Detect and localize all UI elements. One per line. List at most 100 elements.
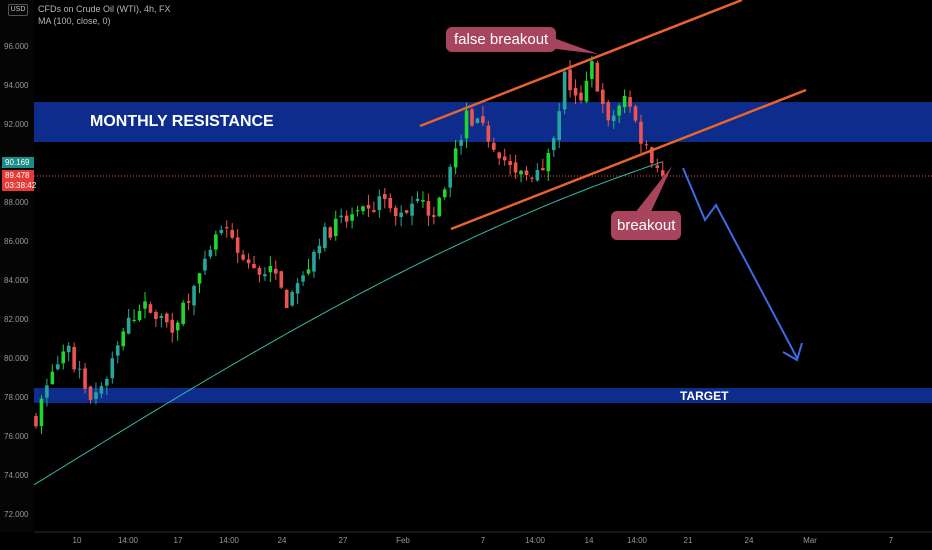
candle-body (655, 165, 660, 168)
price-tick: 94.000 (4, 81, 29, 90)
candle-body (377, 196, 382, 211)
time-tick: 14:00 (626, 536, 648, 545)
target-zone (34, 388, 932, 403)
candle-body (432, 215, 436, 217)
candle-body (437, 197, 442, 217)
price-tick: 74.000 (4, 471, 29, 480)
candle-body (601, 89, 605, 104)
candle-body (410, 203, 414, 216)
candle-body (72, 347, 76, 370)
candle-body (393, 207, 398, 217)
candle-body (143, 301, 147, 309)
candle-body (622, 96, 627, 108)
channel-lower-line (450, 88, 807, 231)
candle-body (115, 345, 120, 356)
candle-body (372, 210, 376, 212)
candle-body (290, 292, 294, 306)
candle-body (121, 331, 125, 347)
candle-body (50, 371, 55, 385)
candle-body (88, 386, 93, 400)
candle-body (415, 198, 420, 202)
time-tick: 10 (72, 536, 82, 545)
time-tick: 14 (584, 536, 594, 545)
breakout-callout: breakout (611, 211, 682, 240)
time-tick: Feb (396, 536, 410, 545)
price-axis-pane[interactable] (0, 0, 34, 532)
candle-body (344, 215, 349, 222)
candle-body (77, 368, 82, 370)
candle-body (241, 254, 245, 260)
candlestick-series (34, 56, 665, 435)
candle-body (323, 226, 327, 249)
candle-body (481, 116, 485, 124)
candle-body (557, 111, 561, 141)
symbol-info[interactable]: CFDs on Crude Oil (WTI), 4h, FX (38, 4, 171, 14)
price-tick: 96.000 (4, 42, 29, 51)
candle-body (39, 398, 44, 427)
candle-body (502, 156, 507, 161)
breakout-pointer (634, 166, 672, 214)
candle-body (328, 227, 333, 238)
candle-body (263, 274, 267, 277)
candle-body (132, 319, 136, 321)
price-tick: 86.000 (4, 237, 29, 246)
candle-body (301, 275, 305, 282)
candle-body (524, 170, 529, 176)
candle-body (366, 204, 371, 209)
currency-badge[interactable]: USD (8, 4, 28, 16)
monthly-resistance-label: MONTHLY RESISTANCE (90, 113, 274, 130)
candle-body (639, 121, 643, 144)
candle-body (497, 152, 502, 159)
time-tick: 14:00 (117, 536, 139, 545)
time-tick: 7 (480, 536, 486, 545)
candle-body (361, 206, 365, 212)
candle-body (464, 110, 469, 139)
candle-body (595, 62, 600, 92)
candle-body (426, 201, 431, 216)
indicator-info[interactable]: MA (100, close, 0) (38, 16, 111, 26)
candle-body (268, 266, 273, 273)
candle-body (350, 214, 354, 221)
candle-body (453, 148, 458, 168)
price-tick: 82.000 (4, 315, 29, 324)
candle-body (192, 285, 196, 306)
candle-body (333, 218, 338, 237)
candle-body (459, 139, 463, 146)
candle-body (508, 160, 512, 166)
price-tick: 80.000 (4, 354, 29, 363)
candle-body (519, 170, 523, 175)
candle-body (105, 379, 109, 386)
false-breakout-pointer (548, 36, 598, 54)
candle-body (295, 283, 300, 294)
candle-body (99, 386, 104, 394)
candle-body (442, 189, 447, 198)
candle-body (110, 358, 115, 379)
candle-body (644, 144, 649, 146)
candle-body (355, 210, 360, 212)
candle-body (203, 258, 207, 271)
candle-body (94, 392, 98, 399)
candle-body (235, 237, 240, 253)
candle-body (252, 264, 256, 269)
candle-body (181, 302, 185, 324)
candle-body (660, 170, 665, 176)
candle-body (219, 229, 224, 234)
candle-body (274, 268, 278, 274)
projection-arrow (682, 167, 798, 359)
candle-body (617, 105, 621, 116)
candle-body (551, 138, 556, 151)
candle-body (66, 345, 71, 353)
candle-body (246, 259, 251, 264)
candle-body (208, 249, 213, 257)
time-tick: Mar (803, 536, 817, 545)
time-tick: 27 (338, 536, 348, 545)
candle-body (175, 322, 180, 331)
time-tick: 14:00 (524, 536, 546, 545)
candle-body (579, 92, 583, 101)
candle-body (154, 312, 158, 320)
candle-body (470, 109, 474, 126)
ma-value-badge: 90.169 (2, 157, 34, 168)
candle-body (137, 310, 142, 321)
